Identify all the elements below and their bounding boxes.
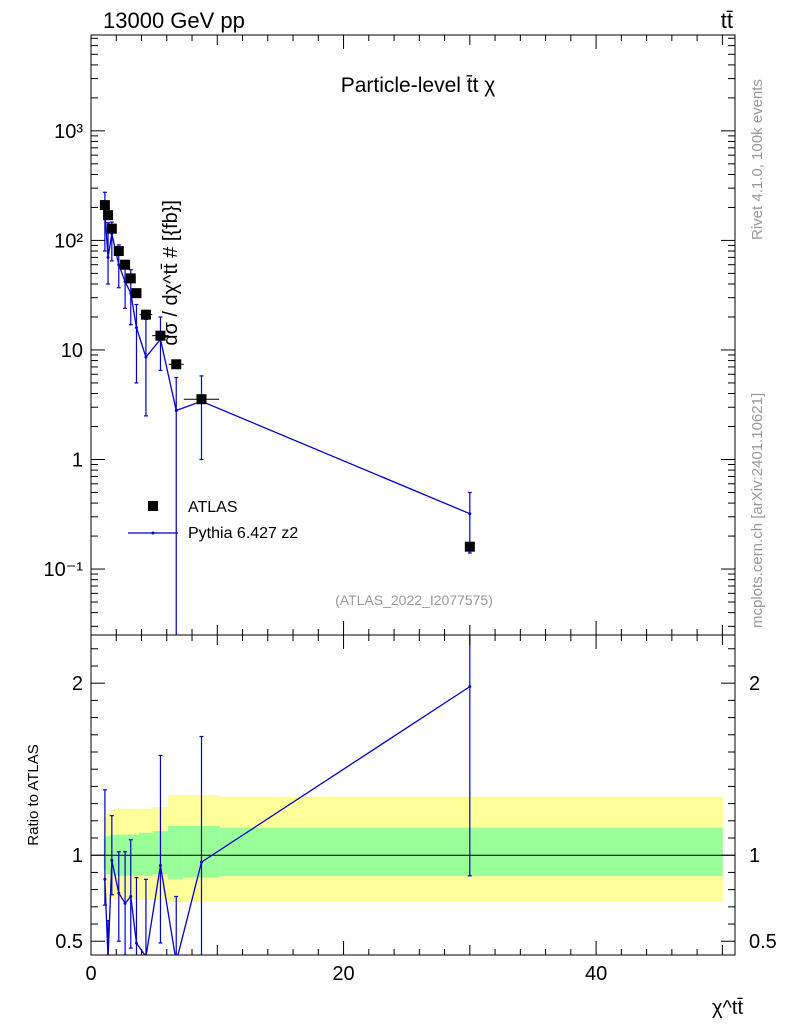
pythia-line	[104, 212, 471, 515]
ratio-uncertainty-bands	[103, 795, 723, 902]
atlas-point	[140, 309, 151, 320]
plot-title: Particle-level t̄t χ	[341, 74, 496, 97]
band-inner-segment	[168, 825, 184, 880]
y-tick-label: 1	[72, 449, 83, 471]
x-tick-label: 0	[85, 963, 96, 985]
mcplots-label: mcplots.cern.ch [arXiv:2401.10621]	[749, 393, 766, 628]
atlas-point	[103, 210, 114, 221]
atlas-point	[120, 259, 131, 270]
y-axis-label: dσ / dχ^tt̄ # [{fb}]	[160, 200, 182, 346]
atlas-point	[125, 273, 136, 284]
y-tick-label: 10²	[54, 230, 83, 252]
pythia-point	[468, 512, 472, 516]
pythia-point	[106, 255, 110, 259]
y-tick-label: 10	[61, 340, 83, 362]
ratio-point	[117, 891, 121, 895]
ratio-axis-ticks: 0.5 0.51 12 20 20 40	[55, 635, 777, 985]
pythia-point	[117, 263, 121, 267]
pythia-point	[134, 326, 138, 330]
ratio-point	[468, 685, 472, 689]
atlas-point	[131, 288, 142, 299]
atlas-point	[113, 246, 124, 257]
ratio-point	[158, 864, 162, 868]
atlas-point	[106, 223, 117, 234]
atlas-point	[99, 200, 110, 211]
atlas-point	[196, 394, 207, 405]
ratio-y-tick-label-right: 0.5	[749, 931, 777, 953]
ratio-point	[199, 860, 203, 864]
legend: ATLAS Pythia 6.427 z2	[128, 499, 298, 542]
process-label: tt̄	[721, 8, 733, 33]
ratio-y-tick-label-right: 2	[749, 673, 760, 695]
y-tick-label: 10⁻¹	[44, 559, 84, 581]
main-axis-ticks: 10⁻¹ 1 10 10² 10³	[44, 35, 735, 635]
pythia-point	[174, 409, 178, 413]
ratio-pythia-line	[104, 686, 471, 955]
pythia-point	[144, 355, 148, 359]
legend-marker-atlas	[148, 501, 158, 511]
ratio-point	[129, 895, 133, 899]
legend-label-atlas: ATLAS	[188, 499, 238, 516]
main-plot-data	[99, 191, 475, 635]
ratio-y-tick-label: 0.5	[55, 931, 83, 953]
ratio-plot-data	[91, 635, 735, 955]
x-tick-label: 40	[585, 963, 607, 985]
legend-marker-pythia	[151, 531, 155, 535]
legend-label-pythia: Pythia 6.427 z2	[188, 525, 298, 542]
atlas-point	[464, 541, 475, 552]
atlas-point	[171, 359, 182, 370]
x-axis-label: χ^tt̄	[712, 997, 743, 1019]
ratio-plot-frame	[90, 634, 736, 956]
y-tick-label: 10³	[54, 121, 83, 143]
band-inner-segment	[219, 827, 723, 876]
rivet-label: Rivet 4.1.0, 100k events	[749, 79, 766, 240]
ratio-y-axis-label: Ratio to ATLAS	[25, 744, 42, 845]
x-tick-label: 20	[332, 963, 354, 985]
band-inner-segment	[138, 832, 154, 876]
ratio-point	[134, 941, 138, 945]
analysis-label: (ATLAS_2022_I2077575)	[335, 592, 493, 608]
energy-label: 13000 GeV pp	[103, 8, 245, 33]
ratio-point	[103, 877, 107, 881]
ratio-point	[123, 901, 127, 905]
ratio-y-tick-label-right: 1	[749, 845, 760, 867]
ratio-point	[110, 858, 114, 862]
ratio-y-tick-label: 1	[72, 845, 83, 867]
ratio-y-tick-label: 2	[72, 673, 83, 695]
atlas-point	[155, 330, 166, 341]
